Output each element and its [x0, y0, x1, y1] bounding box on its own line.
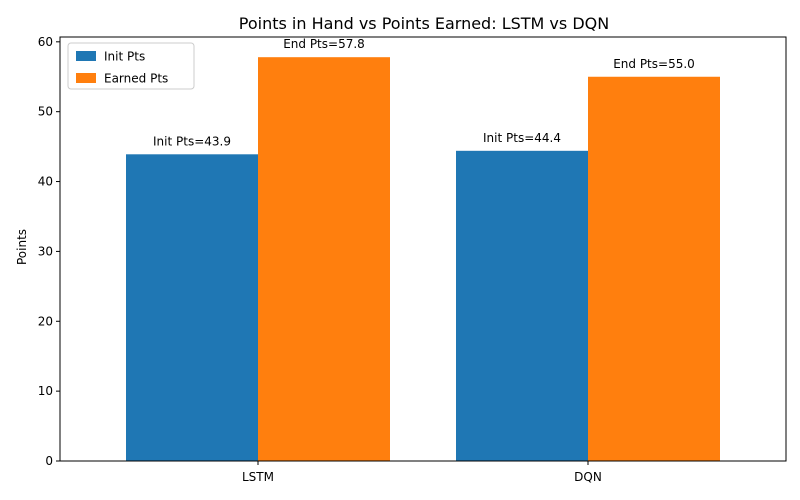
x-tick-label-dqn: DQN	[574, 470, 602, 484]
legend-label: Earned Pts	[104, 72, 168, 86]
legend-box	[67, 42, 195, 90]
data-label: End Pts=57.8	[283, 37, 365, 51]
y-axis-label: Points	[15, 229, 29, 265]
plot-frame	[59, 36, 787, 462]
y-tick-label: 10	[38, 384, 53, 398]
data-label: Init Pts=43.9	[153, 134, 231, 148]
y-tick-label: 20	[38, 314, 53, 328]
plot-area: Init Pts=43.9 Init Pts=44.4 End Pts=57.8 En…	[38, 35, 787, 484]
bar-dqn-series-2	[588, 76, 720, 461]
data-label: End Pts=55.0	[613, 57, 695, 71]
y-tick-label: 30	[38, 244, 53, 258]
legend: Init Pts Earned Pts	[67, 42, 195, 90]
legend-label: Init Pts	[104, 50, 145, 64]
y-tick-label: 0	[45, 454, 53, 468]
legend-swatch	[76, 73, 96, 83]
data-label: Init Pts=44.4	[483, 131, 561, 145]
legend-swatch	[76, 51, 96, 61]
x-tick-label-lstm: LSTM	[242, 470, 274, 484]
bar-lstm-series-1	[126, 154, 258, 461]
y-tick-label: 40	[38, 175, 53, 189]
bar-lstm-series-2	[258, 57, 390, 461]
y-tick-label: 60	[38, 35, 53, 49]
chart-title: Points in Hand vs Points Earned: LSTM vs…	[239, 14, 609, 33]
bar-dqn-series-1	[456, 150, 588, 461]
y-tick-label: 50	[38, 105, 53, 119]
